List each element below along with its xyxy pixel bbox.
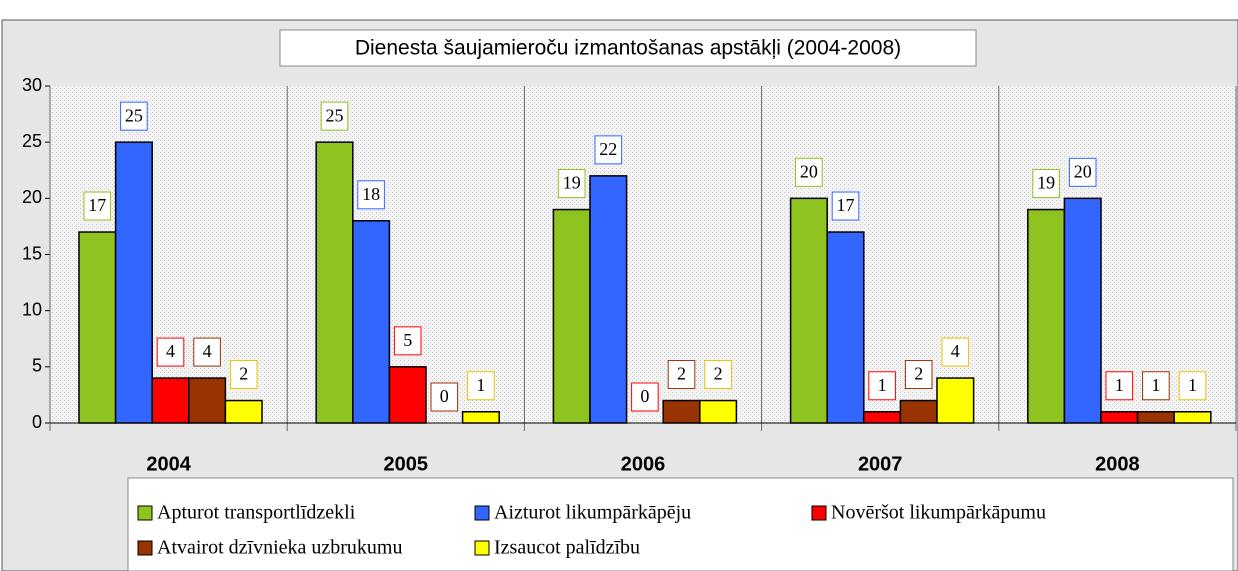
x-tick-label: 2006 <box>621 453 666 475</box>
data-label: 25 <box>125 105 143 125</box>
bar <box>1063 197 1102 424</box>
chart-title: Dienesta šaujamieroču izmantošanas apstā… <box>355 37 901 60</box>
data-label: 5 <box>403 330 412 350</box>
data-label-box <box>430 382 459 412</box>
data-label: 2 <box>239 364 248 384</box>
y-tick-label: 25 <box>22 131 42 151</box>
bar <box>315 141 354 424</box>
bar <box>1027 208 1066 424</box>
x-tick-label: 2004 <box>146 453 191 475</box>
bar <box>789 197 828 424</box>
bar <box>114 141 153 424</box>
bar <box>662 399 701 424</box>
data-label: 19 <box>563 173 581 193</box>
data-label: 0 <box>640 386 649 406</box>
data-label: 4 <box>203 341 212 361</box>
y-tick-label: 20 <box>22 187 42 207</box>
y-tick-label: 15 <box>22 243 42 263</box>
y-tick-label: 30 <box>22 75 42 95</box>
data-label-box <box>594 135 623 165</box>
y-tick-label: 10 <box>22 299 42 319</box>
data-label-box <box>1032 169 1060 199</box>
data-label-box <box>831 191 860 221</box>
data-label: 4 <box>951 341 960 361</box>
data-label: 17 <box>88 195 106 215</box>
data-label: 2 <box>677 364 686 384</box>
legend-label: Novēršot likumpārkāpumu <box>831 502 1046 524</box>
legend-swatch <box>137 540 153 556</box>
data-label-box <box>868 371 896 401</box>
data-label: 20 <box>1074 161 1092 181</box>
legend-label: Atvairot dzīvnieka uzbrukumu <box>157 537 403 559</box>
bar <box>188 377 227 424</box>
bar <box>552 208 591 424</box>
legend-swatch <box>811 505 827 521</box>
data-label: 4 <box>166 341 175 361</box>
data-label: 22 <box>599 139 617 159</box>
bar <box>936 377 975 424</box>
data-label-box <box>1142 371 1170 401</box>
y-tick-label: 0 <box>32 412 42 432</box>
bar <box>224 399 263 424</box>
data-label-box <box>120 101 148 131</box>
legend-label: Izsaucot palīdzību <box>494 537 640 559</box>
bar <box>78 231 117 424</box>
bar <box>388 366 427 424</box>
data-label: 1 <box>1115 375 1124 395</box>
data-label: 1 <box>1151 375 1160 395</box>
data-label-box <box>193 337 221 367</box>
data-label-box <box>941 337 970 367</box>
data-label: 2 <box>714 364 723 384</box>
legend-label: Aizturot likumpārkāpēju <box>494 502 691 524</box>
data-label-box <box>904 360 933 390</box>
data-label-box <box>83 191 112 221</box>
data-label-box <box>229 360 258 390</box>
y-tick-label: 5 <box>32 356 42 376</box>
x-tick-label: 2005 <box>384 453 429 475</box>
bar <box>461 411 500 424</box>
data-label-box <box>667 360 696 390</box>
data-label: 0 <box>440 386 449 406</box>
data-label: 19 <box>1037 173 1055 193</box>
bar <box>589 175 628 424</box>
data-label: 1 <box>476 375 485 395</box>
data-label: 1 <box>1188 375 1197 395</box>
bar <box>699 399 738 424</box>
data-label-box <box>795 157 823 187</box>
bar <box>352 220 391 424</box>
data-label: 18 <box>362 184 380 204</box>
data-label-box <box>320 101 349 131</box>
data-label-box <box>393 326 422 356</box>
x-tick-label: 2008 <box>1095 453 1140 475</box>
data-label-box <box>1068 157 1097 187</box>
data-label-box <box>357 180 385 210</box>
bar <box>899 399 938 424</box>
legend-swatch <box>137 505 153 521</box>
bar <box>151 377 190 424</box>
data-label: 20 <box>800 161 818 181</box>
data-label: 1 <box>878 375 887 395</box>
legend-box <box>127 477 1234 571</box>
data-label-box <box>467 371 495 401</box>
data-label-box <box>1178 371 1207 401</box>
legend-label: Apturot transportlīdzekli <box>157 502 356 524</box>
bar <box>1173 411 1212 424</box>
legend-swatch <box>474 540 490 556</box>
data-label: 17 <box>837 195 855 215</box>
bar <box>1100 411 1139 424</box>
title-box <box>279 29 977 67</box>
data-label-box <box>156 337 185 367</box>
bar <box>863 411 902 424</box>
data-label: 2 <box>914 364 923 384</box>
bar <box>1136 411 1175 424</box>
data-label-box <box>631 382 659 412</box>
bar <box>826 231 865 424</box>
data-label: 25 <box>326 105 344 125</box>
x-tick-label: 2007 <box>858 453 903 475</box>
legend-swatch <box>474 505 490 521</box>
data-label-box <box>1105 371 1134 401</box>
data-label-box <box>557 169 586 199</box>
data-label-box <box>704 360 732 390</box>
